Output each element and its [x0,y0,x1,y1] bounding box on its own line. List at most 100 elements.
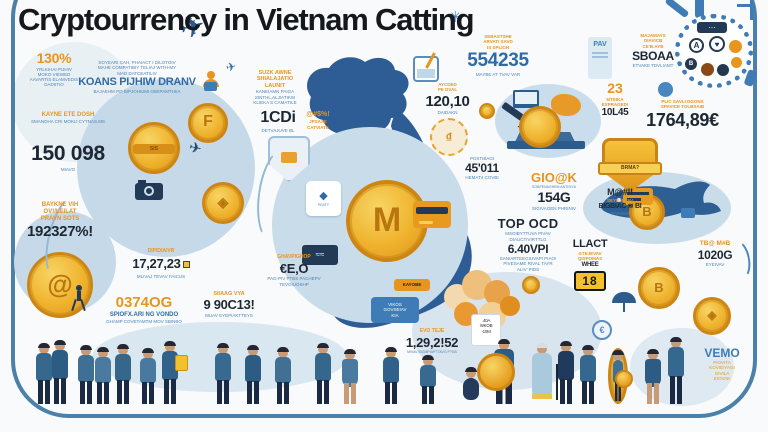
person-figure [381,347,401,404]
stat-value: 192327%! [27,223,93,241]
stat-1764: PLIC SAVLI DGONS SPAVICE TOLBSAIB 1764,8… [635,99,730,131]
euro-chip-icon: € [592,320,612,340]
stat-caption: MAYBE AT TVAV VAR [475,72,521,78]
stat-value: 1CDi [260,109,296,126]
stat-label: SUZK AWNE SHIALAJATIO LAUNIT [256,70,294,89]
stat-value: 6.40VPI [507,241,549,256]
box-lines: .40A WKOB -10M [479,318,493,334]
person-figure [76,345,96,404]
badge-text: PEATY [317,202,330,207]
person-figure [461,367,481,404]
mini-tag-icon [182,260,190,268]
stat-sub-caption: MIAVO [60,167,76,173]
stat-caption: MSOIBYTTUVA PIVAV DIAUCTIVIRTTLG [505,231,551,242]
flag-chip-icon [204,82,217,91]
stat-sub-caption: BAJAEHM PO BIPJOHKIMI OBIIPAMTHIIA [93,88,181,94]
stat-value: €E‚O [279,260,309,276]
person-figure [418,355,438,404]
stat-value: 130% [36,50,72,66]
stat-label: KAYNE ETE DOSH [41,112,95,118]
person-figure [93,347,113,404]
stat-caption: 6/TEIKA EXPRAGED! [601,96,629,107]
stat-e60: GHAVPIGHOP €E‚O PAG-PIV PTBS PACHEPV TEV… [248,254,340,287]
stat-value: 9 90C13! [203,297,255,313]
coin-icon: F [188,103,228,143]
person-figure [243,345,263,404]
stat-12010: AYCDED PE DVAL 120,10 DAIDAKN [420,82,475,116]
crane-icon [750,0,753,20]
coin-icon [479,103,495,119]
stat-caption: SOBPENAGHEM ANTISIYA [532,185,576,190]
stat-value: 1020G [697,247,733,262]
stat-heading: TOP OCD [497,216,559,231]
stat-glyphs: @#$%! JPSASE CATVIATE [296,111,340,130]
blue-dot-icon [658,82,673,97]
stat-value: 23 [607,80,623,96]
gear-cluster: ⋯ A ♥ B [663,0,765,96]
stat-value: 554235 [467,49,529,71]
stat-pre-caption: MAJAMAYS OIAVICB CE'B.AYB [640,33,666,49]
border-frame [11,0,757,418]
person-figure [50,340,70,404]
tripod-figure-icon [71,285,86,312]
wallet-icon [413,201,451,228]
stat-1cdi: 1CDi DETVAJUVE BL [248,109,308,133]
person-figure [313,343,333,404]
person-figure [666,337,686,404]
stat-label: GHAVPIGHOP [277,254,311,260]
person-figure [138,348,158,404]
gold-badge-icon: BRMA? [598,138,662,192]
stat-0374: 0374OG SPIOFX.ARI NG VONDO GHAMP COVETAM… [103,294,185,324]
monitor-icon [513,90,539,108]
umbrella-icon [612,292,636,312]
stat-172723: DIPIDIAIVR 17,27,23 MLIVAJ TEVAV FAICUS [122,248,200,279]
stat-caption2: PIVAIEM [611,211,629,217]
stat-caption: JPSASE CATVIATE [307,119,329,130]
person-figure [643,349,663,404]
stat-llact: LLACT GTEJEVAV QISPOMAS WHEE 18 [565,238,615,291]
gear-dot [717,64,729,76]
person-figure [340,349,360,404]
stat-caption: YRLKIHAI PIJHIV MOKO VIEWED AAVARTIS ELA… [29,66,79,88]
stat-sboa: MAJAMAYS OIAVICB CE'B.AYB SBOAA ETVAKE T… [620,33,686,68]
stat-caption: KANEIAMN PAIGA SINTHL,ALJIATIKW KLIEKA S… [253,89,297,106]
person-figure [34,343,54,404]
person-figure [608,348,633,404]
left-circle: F SIS ◈ ✈ [77,71,255,257]
stat-label: DIPIDIAIVR [147,248,175,254]
outline-coin-icon: ₫ [430,118,468,156]
stat-top-ocd: TOP OCD MSOIBYTTUVA PIVAV DIAUCTIVIRTTLG… [490,216,566,272]
gear-display: ⋯ [697,22,727,33]
coin-symbol: M [372,200,402,239]
stat-value2: 10L45 [601,107,629,119]
stat-value: 1,29,2!52 [405,334,459,350]
coin-icon: SIS [128,122,180,174]
stat-vemo: VEMO PIOVITA KOVIEIYAGI GIVILA EIOVAK [696,346,748,381]
stat-130pct: 130% YRLKIHAI PIJHIV MOKO VIEWED AAVARTI… [18,50,90,88]
stat-value: 0374OG [115,294,173,311]
stat-heading: KOANS PIJHIW DRANV [78,75,196,88]
gear-icon-a: A [689,38,704,53]
people-row [34,337,686,404]
stat-150098: KAYNE ETE DOSH SMANOHA CRI MOKIJ CYTNAS.… [26,112,110,172]
stat-value: @#$%! [306,111,330,118]
gear-dot [729,40,742,53]
card-text: PAV [593,41,607,48]
stat-miq: M@#!! SEYEJEVAV BIGBIAC ≋ BI PIVAIEM [592,187,648,216]
card-pav: PAV [588,37,612,79]
map-badge: ◆ PEATY [306,181,341,216]
gear-dot: B [685,58,697,70]
stat-label: AYCDED PE DVAL [437,82,458,93]
coin-icon [522,276,540,294]
stat-heading: M@#!! [607,187,633,197]
left-lower-circle: @ [14,211,116,318]
stat-129252: EVO TEJE 1,29,2!52 MIVAV BIGMPIAPTTAVG P… [396,328,468,354]
stat-value: 150 098 [31,142,105,166]
envelope-icon [281,152,297,163]
glass-icon [413,52,439,82]
stat-label: EVO TEJE [419,328,445,334]
stat-label: TB@ M#B [699,240,731,247]
stat-sub: BIGBIAC ≋ BI [598,202,642,210]
stat-sub: WHEE [581,261,599,268]
badge-glyph: ◆ [319,190,328,203]
